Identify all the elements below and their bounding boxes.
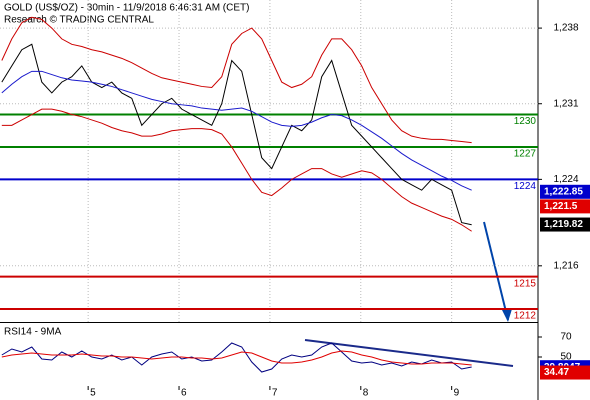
level-label: 1230 — [514, 116, 537, 127]
series-line — [1, 342, 472, 373]
x-tick-label: 9 — [454, 388, 460, 399]
series-line — [1, 350, 472, 366]
price-label: 1,221.5 — [544, 201, 578, 212]
y-tick-label: 70 — [560, 332, 572, 343]
x-tick-label: 5 — [90, 388, 96, 399]
x-tick-label: 6 — [181, 388, 187, 399]
price-box — [540, 365, 590, 380]
price-label: 1,219.82 — [544, 219, 583, 230]
price-box — [540, 184, 590, 199]
x-tick-label: 7 — [272, 388, 278, 399]
series-line — [1, 70, 472, 191]
arrow-head — [502, 309, 512, 322]
series-line — [1, 43, 472, 226]
chart-subtitle: Research © TRADING CENTRAL — [4, 15, 154, 26]
price-label: 1,222.85 — [544, 186, 583, 197]
y-tick-label: 50 — [560, 352, 572, 363]
price-label: 34.47 — [544, 367, 569, 378]
price-box — [540, 217, 590, 232]
level-label: 1227 — [514, 149, 537, 160]
series-line — [1, 16, 472, 144]
rsi-trendline — [304, 339, 514, 367]
y-tick-label: 1,216 — [553, 260, 578, 271]
level-label: 1224 — [514, 181, 537, 192]
chart-title: GOLD (US$/OZ) - 30min - 11/9/2018 6:46:3… — [4, 3, 249, 14]
level-label: 1215 — [514, 278, 537, 289]
price-box — [540, 199, 590, 214]
level-label: 1212 — [514, 311, 537, 322]
y-tick-label: 1,238 — [553, 23, 578, 34]
x-tick-label: 8 — [363, 388, 369, 399]
trend-arrow — [483, 221, 509, 321]
series-line — [1, 108, 472, 232]
rsi-title: RSI14 - 9MA — [4, 327, 62, 338]
y-tick-label: 1,224 — [553, 174, 578, 185]
y-tick-label: 1,231 — [553, 98, 578, 109]
